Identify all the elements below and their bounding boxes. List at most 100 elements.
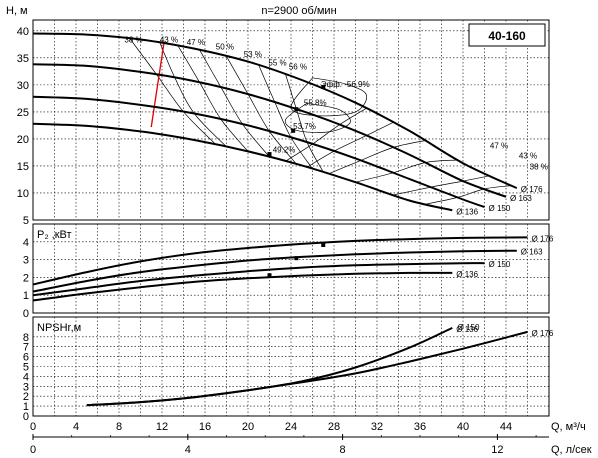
chart-title: n=2900 об/мин: [261, 5, 336, 17]
efficiency-label: 55 %: [268, 58, 286, 67]
y-tick-label: 0: [23, 411, 29, 423]
curve-label: Ø 150: [489, 204, 511, 213]
efficiency-label: 43 %: [519, 151, 537, 160]
efficiency-label: 56 %: [289, 63, 307, 72]
y-tick-label: 10: [17, 188, 29, 200]
x-tick-label: 16: [199, 421, 211, 433]
panel-frame: [32, 19, 550, 221]
curve-label: Ø 136: [456, 325, 478, 334]
curve-head: [32, 95, 485, 208]
x-tick-label: 36: [414, 421, 426, 433]
efficiency-iso-line: [284, 102, 351, 133]
operating-point-marker: [321, 85, 326, 90]
efficiency-label: 53.7%: [293, 122, 316, 131]
efficiency-label: 38 %: [124, 36, 142, 45]
curve-label: Ø 163: [521, 248, 543, 257]
operating-point-marker: [291, 128, 296, 133]
operating-point-marker: [267, 273, 272, 278]
efficiency-iso-line: [328, 140, 426, 175]
y-tick-label: 4: [23, 371, 29, 383]
efficiency-label: 50 %: [216, 43, 234, 52]
curve-label: Ø 163: [510, 194, 532, 203]
efficiency-iso-line: [285, 108, 367, 162]
efficiency-label: 53 %: [244, 50, 262, 59]
efficiency-iso-line: [393, 175, 490, 196]
operating-point-marker: [267, 152, 272, 157]
x-tick-label: 20: [242, 421, 254, 433]
power-axis-label: P₂ ,кВт: [37, 229, 72, 241]
y-tick-label: 2: [23, 391, 29, 403]
x-tick-label: 0: [30, 421, 36, 433]
efficiency-label: 55.8%: [304, 98, 327, 107]
efficiency-iso-line: [129, 38, 217, 145]
curve-label: Ø 150: [489, 260, 511, 269]
y-tick-label: 20: [17, 134, 29, 146]
x-tick-label: 8: [116, 421, 122, 433]
curve-npsh: [86, 330, 528, 407]
y-tick-label: 15: [17, 161, 29, 173]
x2-tick-label: 0: [30, 444, 36, 456]
x-tick-label: 12: [156, 421, 168, 433]
y-tick-label: 2: [23, 272, 29, 284]
operating-point-marker: [294, 107, 299, 112]
efficiency-label: 49.2%: [273, 145, 296, 154]
curve-head: [32, 32, 518, 190]
efficiency-iso-line: [226, 56, 297, 165]
x-axis-label: Q, м³/ч: [551, 421, 586, 433]
efficiency-iso-line: [425, 185, 512, 205]
x-tick-label: 28: [328, 421, 340, 433]
y-tick-label: 5: [23, 362, 29, 374]
efficiency-label: 47 %: [187, 38, 205, 47]
y-tick-label: 30: [17, 80, 29, 92]
curve-label: Ø 176: [532, 234, 554, 243]
y-tick-label: 8: [23, 332, 29, 344]
x2-tick-label: 4: [185, 444, 191, 456]
y-tick-label: 0: [23, 308, 29, 320]
y-tick-label: 3: [23, 381, 29, 393]
curve-power: [32, 249, 517, 293]
x2-axis-label: Q, л/сек: [551, 444, 592, 456]
model-box: [468, 23, 546, 47]
curve-label: Ø 136: [456, 270, 478, 279]
curve-power: [32, 271, 453, 302]
curve-label: Ø 176: [532, 329, 554, 338]
x-tick-label: 24: [285, 421, 297, 433]
y-tick-label: 40: [17, 26, 29, 38]
curve-label: Ø 176: [521, 185, 543, 194]
efficiency-symbol: Эфф.: [321, 80, 342, 89]
head-axis-label: H, м: [6, 5, 28, 17]
efficiency-label: 43 %: [160, 36, 178, 45]
y-tick-label: 5: [23, 215, 29, 227]
efficiency-label: 56.9%: [347, 80, 370, 89]
x2-tick-label: 8: [340, 444, 346, 456]
efficiency-iso-line: [177, 45, 249, 152]
x-tick-label: 40: [457, 421, 469, 433]
curve-head: [32, 63, 507, 198]
curve-power: [32, 262, 485, 297]
efficiency-label: 47 %: [490, 142, 508, 151]
operating-point-marker: [294, 256, 299, 261]
curve-head: [32, 122, 453, 212]
x-tick-label: 44: [500, 421, 512, 433]
efficiency-iso-line: [199, 49, 270, 158]
y-tick-label: 25: [17, 107, 29, 119]
y-tick-label: 4: [23, 237, 29, 249]
y-tick-label: 1: [23, 290, 29, 302]
efficiency-iso-line: [258, 65, 313, 169]
y-tick-label: 35: [17, 53, 29, 65]
y-tick-label: 1: [23, 401, 29, 413]
efficiency-iso-line: [159, 42, 227, 148]
efficiency-iso-line: [285, 74, 324, 173]
y-tick-label: 6: [23, 352, 29, 364]
curve-power: [32, 236, 528, 286]
min-flow-boundary-line: [150, 41, 165, 128]
curve-label: Ø 150: [458, 323, 480, 332]
efficiency-label: 38 %: [530, 163, 548, 172]
x-tick-label: 32: [371, 421, 383, 433]
curve-label: Ø 136: [456, 207, 478, 216]
y-tick-label: 3: [23, 255, 29, 267]
model-label: 40-160: [488, 29, 526, 43]
x2-tick-label: 12: [491, 444, 503, 456]
efficiency-iso-line: [306, 122, 394, 168]
